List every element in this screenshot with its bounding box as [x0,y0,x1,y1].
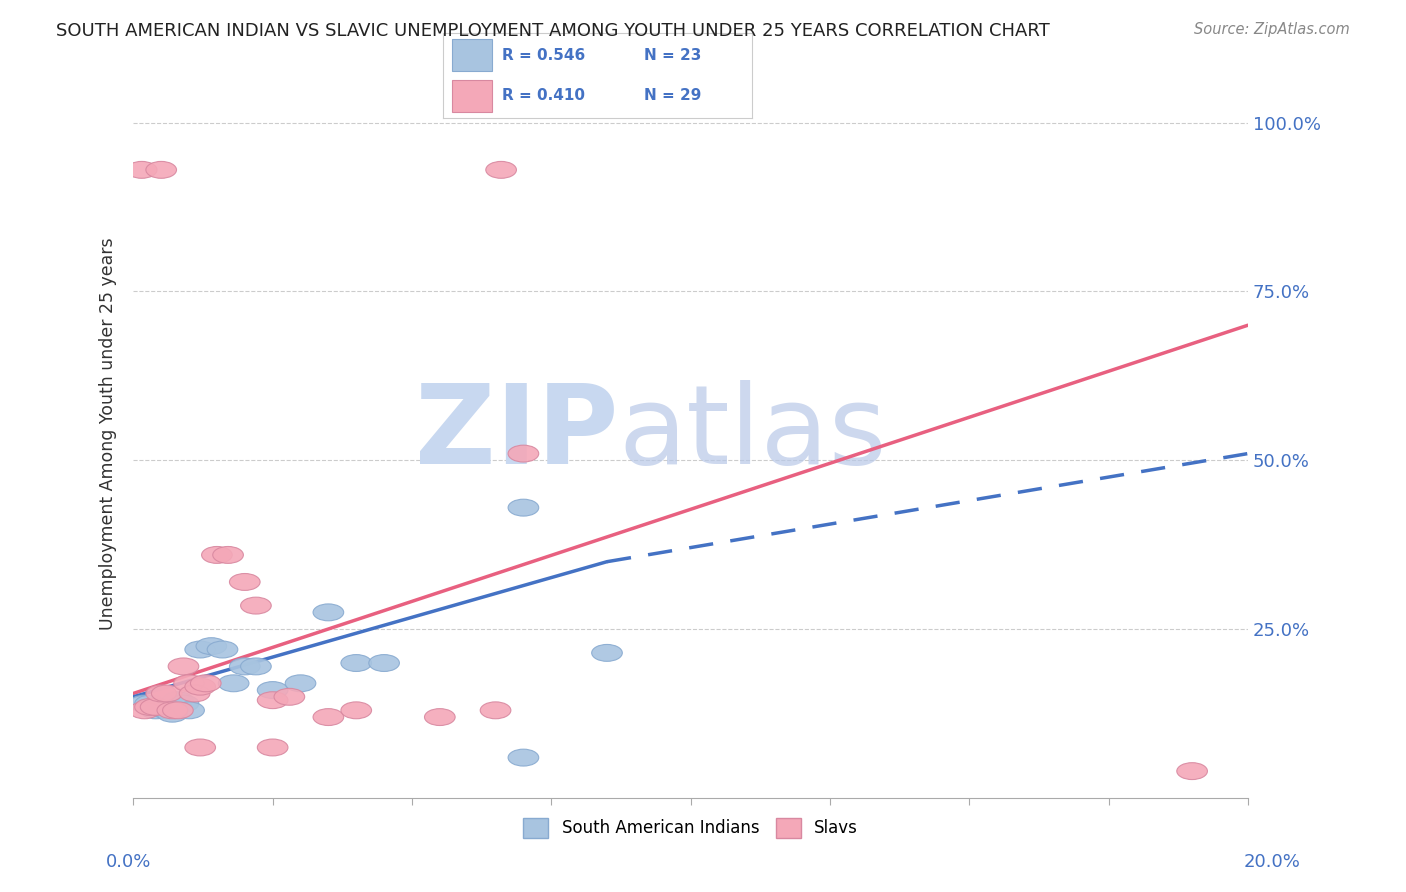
FancyBboxPatch shape [453,79,492,112]
Text: Source: ZipAtlas.com: Source: ZipAtlas.com [1194,22,1350,37]
Ellipse shape [180,685,209,702]
Ellipse shape [486,161,516,178]
Ellipse shape [274,689,305,706]
Ellipse shape [240,658,271,675]
Ellipse shape [229,574,260,591]
Ellipse shape [340,655,371,672]
Ellipse shape [257,691,288,708]
Text: N = 23: N = 23 [644,47,702,62]
Ellipse shape [425,708,456,725]
Ellipse shape [285,675,316,691]
Ellipse shape [257,739,288,756]
Ellipse shape [184,739,215,756]
Text: ZIP: ZIP [415,380,619,487]
Ellipse shape [146,685,177,702]
Text: R = 0.546: R = 0.546 [502,47,585,62]
Ellipse shape [1177,763,1208,780]
Ellipse shape [146,161,177,178]
Ellipse shape [368,655,399,672]
Ellipse shape [135,695,166,712]
Ellipse shape [229,658,260,675]
Ellipse shape [207,641,238,658]
Ellipse shape [163,691,193,708]
Ellipse shape [174,675,204,691]
Ellipse shape [508,749,538,766]
Ellipse shape [481,702,510,719]
Ellipse shape [152,685,183,702]
Ellipse shape [157,706,187,723]
Ellipse shape [163,702,193,719]
Text: R = 0.410: R = 0.410 [502,88,585,103]
Ellipse shape [592,644,623,661]
Ellipse shape [240,597,271,614]
Text: 0.0%: 0.0% [105,853,150,871]
Ellipse shape [141,702,172,719]
Ellipse shape [129,695,160,712]
Ellipse shape [127,161,157,178]
Ellipse shape [184,678,215,695]
Ellipse shape [218,675,249,691]
Text: SOUTH AMERICAN INDIAN VS SLAVIC UNEMPLOYMENT AMONG YOUTH UNDER 25 YEARS CORRELAT: SOUTH AMERICAN INDIAN VS SLAVIC UNEMPLOY… [56,22,1050,40]
Ellipse shape [152,702,183,719]
Ellipse shape [508,500,538,516]
Ellipse shape [257,681,288,698]
Text: atlas: atlas [619,380,887,487]
Ellipse shape [508,445,538,462]
Ellipse shape [169,695,198,712]
Ellipse shape [212,547,243,564]
Ellipse shape [190,675,221,691]
Ellipse shape [340,702,371,719]
Text: N = 29: N = 29 [644,88,702,103]
Ellipse shape [314,708,343,725]
Legend: South American Indians, Slavs: South American Indians, Slavs [516,811,865,845]
Ellipse shape [195,638,226,655]
Ellipse shape [201,547,232,564]
Ellipse shape [169,658,198,675]
Ellipse shape [141,698,172,715]
Ellipse shape [314,604,343,621]
FancyBboxPatch shape [453,39,492,71]
Ellipse shape [174,702,204,719]
Ellipse shape [184,641,215,658]
Ellipse shape [146,698,177,715]
Ellipse shape [129,702,160,719]
Y-axis label: Unemployment Among Youth under 25 years: Unemployment Among Youth under 25 years [100,237,117,630]
Ellipse shape [157,702,187,719]
Ellipse shape [135,698,166,715]
Text: 20.0%: 20.0% [1244,853,1301,871]
